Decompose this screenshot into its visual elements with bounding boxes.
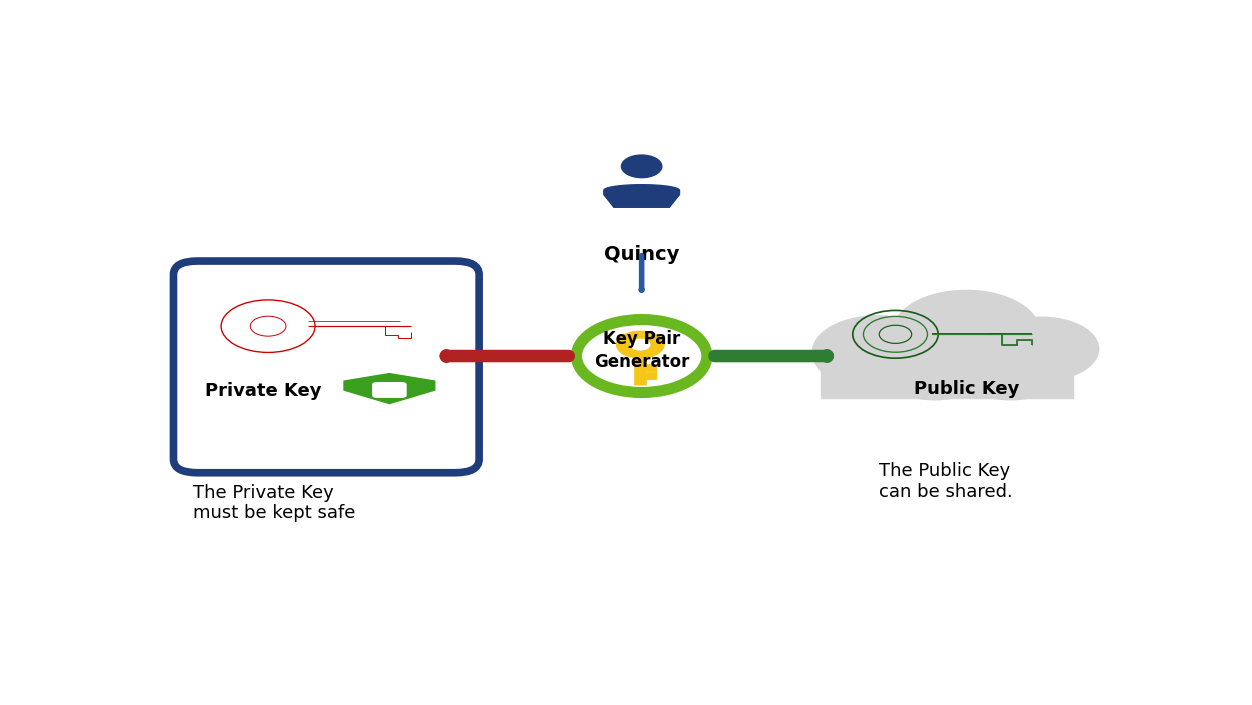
FancyBboxPatch shape: [174, 261, 480, 473]
Circle shape: [631, 339, 650, 350]
Text: Private Key: Private Key: [205, 382, 322, 400]
Text: Public Key: Public Key: [914, 379, 1019, 398]
Text: Quincy: Quincy: [603, 245, 680, 264]
Text: Key Pair
Generator: Key Pair Generator: [593, 331, 690, 371]
Circle shape: [958, 341, 1063, 400]
FancyBboxPatch shape: [372, 382, 407, 398]
FancyBboxPatch shape: [821, 369, 1073, 398]
Text: The Private Key
must be kept safe: The Private Key must be kept safe: [193, 484, 356, 522]
Circle shape: [573, 318, 710, 394]
Circle shape: [813, 316, 944, 389]
Text: The Public Key
can be shared.: The Public Key can be shared.: [879, 462, 1013, 501]
Circle shape: [985, 317, 1099, 381]
Polygon shape: [344, 374, 434, 403]
Polygon shape: [603, 185, 680, 207]
Circle shape: [621, 155, 662, 178]
Circle shape: [881, 341, 988, 400]
Circle shape: [893, 290, 1039, 372]
Circle shape: [616, 331, 664, 358]
